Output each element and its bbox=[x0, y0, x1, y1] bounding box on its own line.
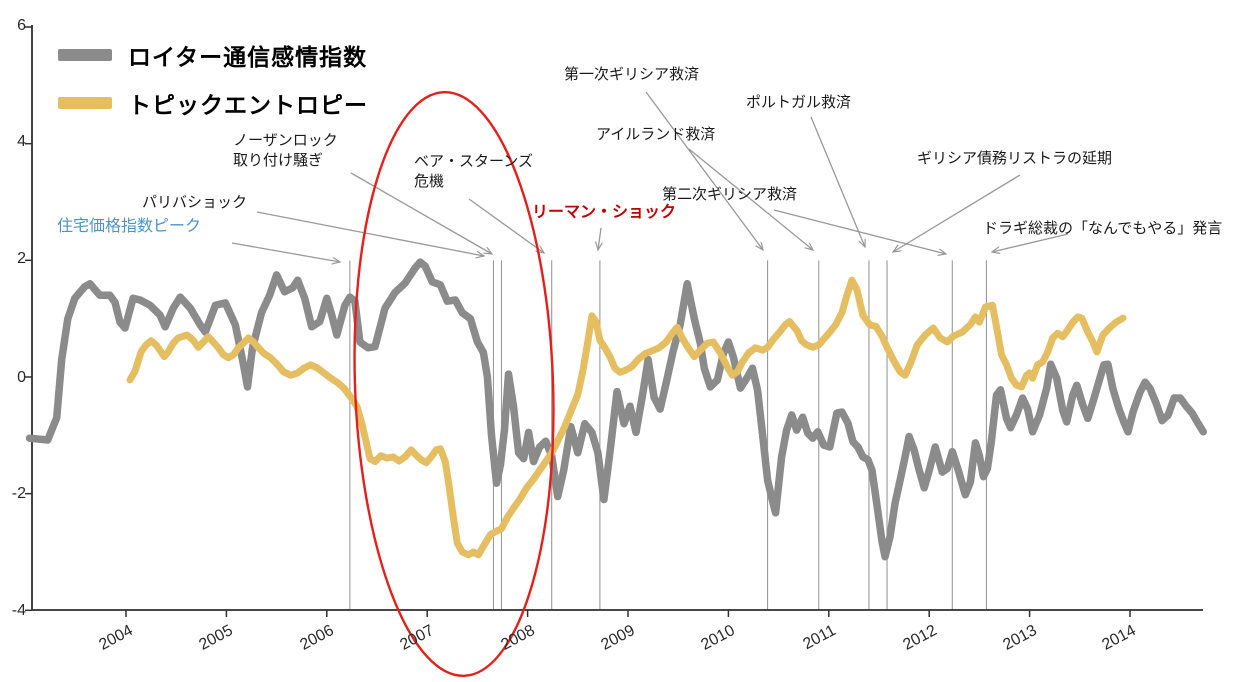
legend-item-sentiment: ロイター通信感情指数 bbox=[58, 38, 368, 72]
crisis-highlight-ellipse bbox=[353, 90, 555, 678]
entropy-swatch bbox=[58, 97, 112, 109]
y-tick-label: 6 bbox=[17, 17, 26, 34]
arrow-greece-bailout-2 bbox=[773, 209, 946, 254]
axes bbox=[25, 25, 1203, 617]
arrow-ireland-bailout bbox=[688, 148, 813, 250]
arrow-portugal-bailout bbox=[810, 116, 865, 247]
annotation-greece-bailout-1: 第一次ギリシア救済 bbox=[564, 66, 700, 83]
annotation-arrows bbox=[231, 91, 1069, 262]
y-tick-label: 2 bbox=[17, 250, 26, 267]
annotation-restructure-delay: ギリシア債務リストラの延期 bbox=[917, 150, 1113, 167]
arrow-draghi-statement bbox=[992, 233, 1069, 252]
y-tick-label: 4 bbox=[17, 133, 26, 150]
annotation-bear-stearns: ベア・スターンズ 危機 bbox=[414, 153, 533, 191]
annotation-lehman-shock: リーマン・ショック bbox=[532, 204, 677, 221]
legend: ロイター通信感情指数 トピックエントロピー bbox=[58, 38, 368, 134]
entropy-line bbox=[126, 276, 1127, 559]
legend-label-sentiment: ロイター通信感情指数 bbox=[128, 44, 368, 70]
arrow-bear-stearns bbox=[468, 198, 544, 253]
annotation-housing-peak: 住宅価格指数ピーク bbox=[57, 218, 202, 235]
y-tick-label: -4 bbox=[11, 602, 26, 619]
event-lines bbox=[349, 260, 987, 610]
legend-item-entropy: トピックエントロピー bbox=[58, 86, 368, 120]
sentiment-line bbox=[25, 258, 1208, 561]
annotation-ireland-bailout: アイルランド救済 bbox=[596, 126, 716, 143]
arrow-restructure-delay bbox=[893, 174, 1021, 252]
arrow-housing-peak bbox=[231, 242, 340, 262]
arrow-greece-bailout-1 bbox=[645, 91, 763, 250]
annotation-draghi-statement: ドラギ総裁の「なんでもやる」発言 bbox=[983, 220, 1223, 237]
sentiment-swatch bbox=[58, 49, 112, 61]
annotation-northern-rock: ノーザンロック 取り付け騒ぎ bbox=[233, 132, 338, 170]
y-tick-label: 0 bbox=[17, 369, 26, 386]
annotation-greece-bailout-2: 第二次ギリシア救済 bbox=[662, 186, 798, 203]
arrow-lehman-shock bbox=[598, 227, 601, 250]
data-series bbox=[25, 258, 1208, 561]
arrow-paribas-shock bbox=[256, 211, 484, 256]
y-tick-label: -2 bbox=[11, 485, 26, 502]
legend-label-entropy: トピックエントロピー bbox=[128, 92, 368, 118]
annotation-paribas-shock: パリバショック bbox=[142, 194, 248, 211]
annotation-portugal-bailout: ポルトガル救済 bbox=[746, 94, 852, 111]
